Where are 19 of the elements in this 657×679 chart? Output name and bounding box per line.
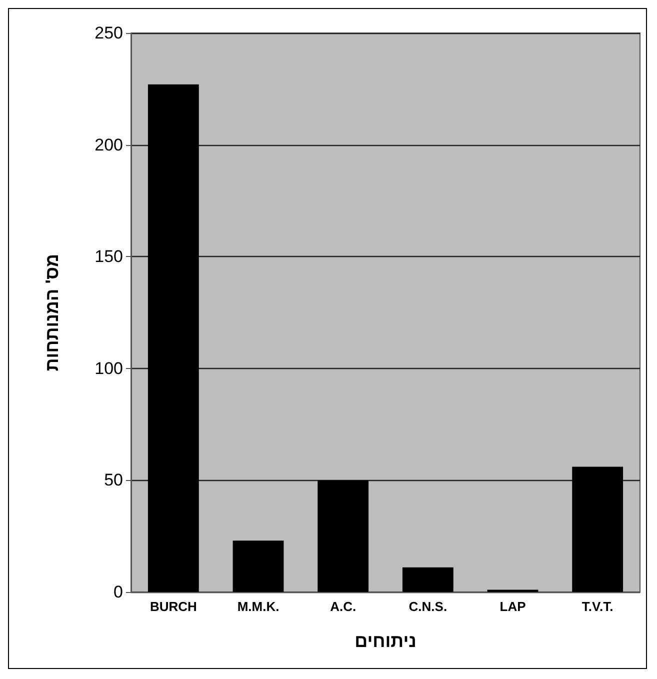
bar xyxy=(148,84,199,592)
y-tick-label: 250 xyxy=(94,24,123,42)
x-tick-label: M.M.K. xyxy=(237,599,280,614)
y-tick-label: 50 xyxy=(104,470,123,490)
x-axis-title: ניתוחים xyxy=(354,631,416,651)
x-tick-label: C.N.S. xyxy=(408,599,448,614)
x-tick-label: T.V.T. xyxy=(582,599,614,614)
bar xyxy=(572,466,624,592)
y-axis-title: מס' המנותחות xyxy=(42,254,62,372)
bar xyxy=(318,480,369,592)
bar xyxy=(232,540,284,592)
x-tick-label: A.C. xyxy=(330,599,356,614)
x-tick-label: BURCH xyxy=(150,599,197,614)
bar xyxy=(402,567,454,592)
y-tick-label: 200 xyxy=(94,135,123,154)
x-tick-label: LAP xyxy=(500,599,526,614)
y-tick-label: 0 xyxy=(114,582,123,602)
y-tick-label: 150 xyxy=(94,247,123,266)
y-tick-label: 100 xyxy=(94,358,123,378)
